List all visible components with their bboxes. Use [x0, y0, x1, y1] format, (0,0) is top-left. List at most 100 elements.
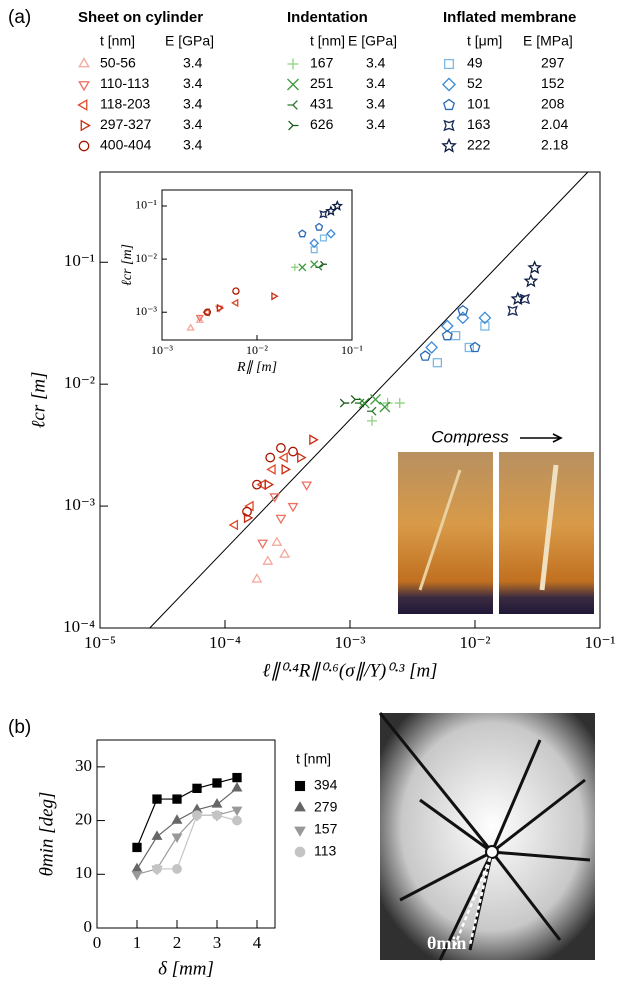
legend-marker	[443, 119, 455, 132]
marker	[186, 323, 195, 331]
marker	[212, 810, 222, 821]
marker	[370, 393, 381, 405]
legend-value: 2.04	[541, 116, 568, 132]
legend-label: 400-404	[100, 137, 152, 153]
x-axis-label: δ [mm]	[158, 958, 214, 979]
legend-marker	[78, 140, 90, 152]
legend-group-title: Inflated membrane	[443, 9, 576, 26]
marker	[192, 783, 202, 793]
legend-label: 157	[314, 821, 338, 837]
legend-marker	[442, 77, 456, 92]
marker	[244, 500, 254, 512]
legend-group-title: Sheet on cylinder	[78, 9, 203, 26]
legend-group-title: Indentation	[287, 9, 368, 26]
angle-lines	[453, 857, 492, 946]
legend-marker	[77, 99, 88, 111]
marker	[192, 810, 202, 821]
marker	[394, 398, 405, 409]
marker	[379, 401, 391, 413]
marker	[131, 871, 143, 881]
legend-value: 3.4	[366, 116, 386, 132]
legend-marker	[294, 780, 306, 792]
legend-value: 3.4	[183, 55, 203, 71]
legend-marker	[288, 120, 299, 131]
marker	[252, 479, 262, 490]
x-tick-label: 10⁻⁵	[84, 633, 116, 652]
x-axis-label: R∥ [m]	[236, 360, 277, 375]
marker	[358, 397, 370, 409]
marker	[231, 782, 243, 792]
y-tick-label: 10⁻²	[135, 251, 157, 265]
legend-value: 3.4	[366, 55, 386, 71]
marker	[171, 814, 183, 824]
marker	[291, 263, 299, 271]
marker	[211, 798, 223, 808]
marker	[265, 452, 276, 463]
marker	[315, 263, 323, 271]
marker	[152, 864, 162, 874]
angle-label: θmin	[427, 933, 466, 953]
marker	[266, 463, 276, 475]
legend-title: t [nm]	[296, 751, 331, 767]
legend-marker	[287, 78, 299, 91]
marker	[151, 830, 163, 840]
legend-value: 208	[541, 96, 565, 112]
legend-value: 3.4	[183, 137, 203, 153]
series-line	[157, 814, 238, 870]
marker	[326, 228, 336, 239]
y-axis-label: θmin [deg]	[36, 792, 57, 877]
panel-b-chart: 0 1 2 3 4 0 10 20 30 δ [mm] θmin [deg]	[36, 739, 276, 979]
legend-label: 626	[310, 116, 334, 132]
marker	[298, 229, 307, 238]
marker	[288, 446, 298, 457]
legend-label: 101	[467, 96, 491, 112]
marker	[243, 512, 254, 524]
legend-label: 113	[314, 843, 337, 859]
photo	[380, 713, 595, 960]
legend-marker	[78, 81, 90, 92]
legend-label: 163	[467, 116, 491, 132]
legend-marker	[443, 58, 455, 70]
legend-column-header: t [μm]	[467, 33, 502, 49]
marker	[320, 260, 328, 268]
legend-label: 394	[314, 777, 338, 793]
marker	[298, 263, 307, 272]
plot-frame	[96, 739, 276, 929]
marker	[257, 539, 269, 550]
marker	[464, 342, 474, 353]
legend-column-header: E [MPa]	[523, 33, 573, 49]
legend-label: 222	[467, 137, 491, 153]
marker	[354, 398, 365, 408]
main-chart: 10⁻⁵ 10⁻⁴ 10⁻³ 10⁻² 10⁻¹10⁻⁴10⁻³10⁻²10⁻¹ℓ∥⁰·…	[28, 171, 616, 681]
legend-marker	[294, 846, 306, 858]
marker	[279, 548, 291, 558]
y-tick-label: 10⁻³	[64, 495, 95, 514]
legend-column-header: t [nm]	[310, 33, 345, 49]
legend-value: 3.4	[366, 75, 386, 91]
legend-column-header: t [nm]	[100, 33, 135, 49]
marker	[319, 210, 328, 219]
marker	[287, 502, 299, 513]
legend-column-header: E [GPa]	[348, 33, 397, 49]
legend-label: 110-113	[100, 75, 150, 91]
y-tick-label: 30	[75, 756, 92, 775]
x-tick-label: 4	[253, 933, 262, 952]
marker	[432, 358, 443, 368]
inset-chart: 10⁻³ 10⁻² 10⁻¹ 10⁻³ 10⁻² 10⁻¹ R∥ [m] ℓcr [m]	[117, 182, 363, 382]
panel-label: (b)	[8, 717, 31, 738]
wrinkle	[418, 469, 462, 591]
x-tick-label: 2	[173, 933, 182, 952]
marker	[232, 772, 242, 783]
marker	[519, 293, 531, 305]
legend-label: 118-203	[100, 96, 151, 112]
marker	[480, 321, 490, 331]
marker	[278, 452, 288, 464]
marker	[331, 199, 344, 211]
marker	[339, 398, 350, 408]
marker	[262, 555, 274, 565]
x-tick-label: 1	[133, 933, 142, 952]
marker	[269, 493, 281, 503]
x-tick-label: 10⁻¹	[341, 343, 363, 357]
